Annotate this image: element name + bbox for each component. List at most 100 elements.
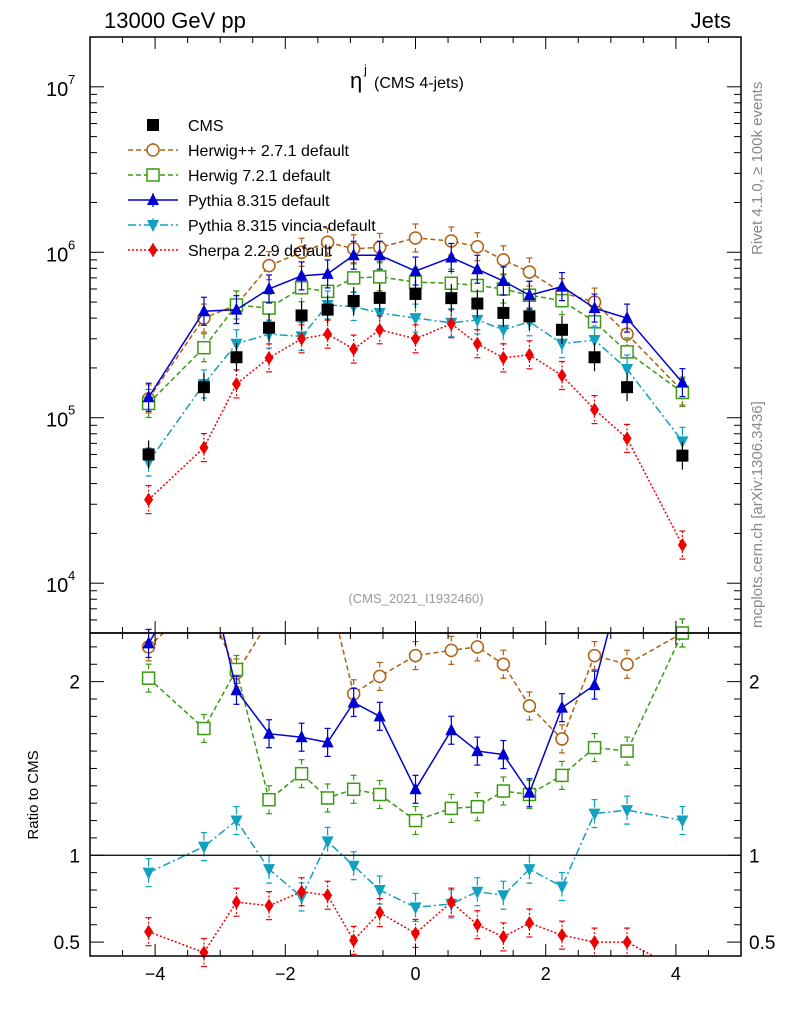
main-data-point bbox=[555, 323, 568, 336]
ratio-data-point bbox=[411, 926, 420, 941]
legend-marker bbox=[146, 143, 160, 157]
main-data-point bbox=[373, 291, 386, 304]
ratio-axis-label: Ratio to CMS bbox=[25, 750, 42, 839]
main-data-point bbox=[295, 268, 308, 281]
main-data-point bbox=[263, 321, 276, 334]
main-data-point bbox=[262, 301, 276, 315]
ratio-data-point bbox=[446, 895, 456, 910]
main-data-point bbox=[676, 449, 689, 462]
ratio-data-point bbox=[524, 916, 534, 931]
ratio-data-point bbox=[444, 643, 459, 658]
ratio-data-point bbox=[470, 640, 485, 654]
x-tick-label: 2 bbox=[541, 964, 551, 984]
ratio-data-point bbox=[590, 935, 600, 950]
main-data-point bbox=[197, 340, 211, 355]
main-data-point bbox=[471, 262, 484, 275]
main-data-point bbox=[197, 304, 210, 317]
main-series-line bbox=[148, 322, 684, 546]
ratio-data-point bbox=[375, 905, 385, 920]
ratio-data-point bbox=[408, 648, 423, 663]
ratio-series-line bbox=[148, 809, 683, 909]
legend-marker bbox=[147, 193, 159, 205]
legend-entry: Pythia 8.315 default bbox=[128, 193, 330, 210]
legend-entry: Sherpa 2.2.9 default bbox=[128, 243, 333, 260]
y-tick-label-exponent: 6 bbox=[68, 237, 75, 252]
legend-marker bbox=[148, 243, 158, 257]
ratio-data-point bbox=[229, 662, 244, 677]
main-series-line bbox=[147, 304, 684, 463]
ratio-data-point bbox=[621, 805, 634, 818]
main-data-point bbox=[445, 292, 458, 305]
main-data-point bbox=[555, 338, 568, 351]
ratio-data-point bbox=[142, 867, 155, 880]
ratio-data-point bbox=[445, 723, 458, 736]
ratio-data-point bbox=[347, 860, 360, 873]
ratio-data-point bbox=[444, 801, 459, 816]
ratio-data-point bbox=[471, 744, 484, 757]
ratio-data-point bbox=[297, 884, 307, 899]
ratio-data-point bbox=[557, 928, 567, 943]
legend-marker bbox=[147, 220, 159, 232]
ratio-data-point bbox=[372, 669, 387, 684]
ratio-data-point bbox=[622, 935, 632, 950]
y-tick-label-base: 10 bbox=[46, 79, 68, 101]
rivet-version-label: Rivet 4.1.0, ≥ 100k events bbox=[749, 82, 766, 255]
ratio-data-point bbox=[346, 782, 361, 797]
ratio-data-point bbox=[142, 636, 155, 649]
ratio-data-point bbox=[294, 766, 309, 781]
ratio-data-point bbox=[263, 864, 276, 877]
main-data-point bbox=[588, 351, 601, 364]
ratio-data-point bbox=[588, 808, 601, 821]
chart-title-superscript: j bbox=[363, 62, 367, 77]
ratio-data-point bbox=[498, 929, 508, 944]
main-series-0 bbox=[142, 279, 689, 470]
main-data-point bbox=[323, 327, 333, 342]
main-data-point bbox=[523, 310, 536, 323]
main-data-point bbox=[496, 253, 511, 267]
ratio-data-point bbox=[555, 732, 569, 746]
legend-entry: Herwig 7.2.1 default bbox=[128, 168, 331, 185]
main-data-point bbox=[347, 294, 360, 307]
ratio-data-point bbox=[555, 768, 569, 783]
main-data-point bbox=[349, 342, 359, 357]
ratio-tick-label-right: 2 bbox=[749, 673, 760, 694]
ratio-data-point bbox=[470, 799, 485, 814]
header-process: 13000 GeV pp bbox=[104, 8, 246, 33]
chart-title-suffix: (CMS 4-jets) bbox=[374, 75, 464, 92]
main-data-point bbox=[263, 281, 276, 294]
main-data-point bbox=[264, 350, 274, 365]
main-data-point bbox=[677, 538, 687, 553]
ratio-data-point bbox=[197, 721, 211, 736]
main-data-point bbox=[621, 311, 634, 324]
main-data-point bbox=[142, 390, 155, 403]
analysis-watermark: (CMS_2021_I1932460) bbox=[348, 591, 483, 606]
ratio-series-line bbox=[147, 633, 609, 795]
ratio-series-3 bbox=[142, 628, 609, 808]
ratio-data-point bbox=[373, 709, 386, 722]
ratio-data-point bbox=[231, 895, 241, 910]
main-data-point bbox=[409, 287, 422, 300]
main-data-point bbox=[590, 402, 600, 417]
ratio-data-point bbox=[588, 678, 601, 691]
ratio-series-1 bbox=[141, 618, 690, 754]
ratio-tick-label-right: 1 bbox=[749, 846, 760, 867]
legend-entry: Herwig++ 2.7.1 default bbox=[128, 143, 350, 160]
ratio-data-point bbox=[523, 864, 536, 877]
main-data-point bbox=[347, 248, 360, 261]
x-tick-label: −4 bbox=[145, 964, 166, 984]
ratio-data-point bbox=[523, 785, 536, 798]
main-series-4 bbox=[142, 290, 689, 477]
main-data-point bbox=[470, 239, 485, 254]
y-tick-label-exponent: 4 bbox=[68, 568, 75, 583]
main-data-point bbox=[557, 368, 567, 383]
legend-label: CMS bbox=[188, 118, 224, 135]
main-data-point bbox=[294, 245, 309, 260]
ratio-data-point bbox=[496, 657, 511, 672]
ratio-data-point bbox=[587, 648, 602, 663]
ratio-data-point bbox=[587, 740, 602, 755]
main-series-5 bbox=[144, 309, 687, 560]
main-data-point bbox=[523, 288, 536, 301]
ratio-data-point bbox=[497, 890, 510, 903]
